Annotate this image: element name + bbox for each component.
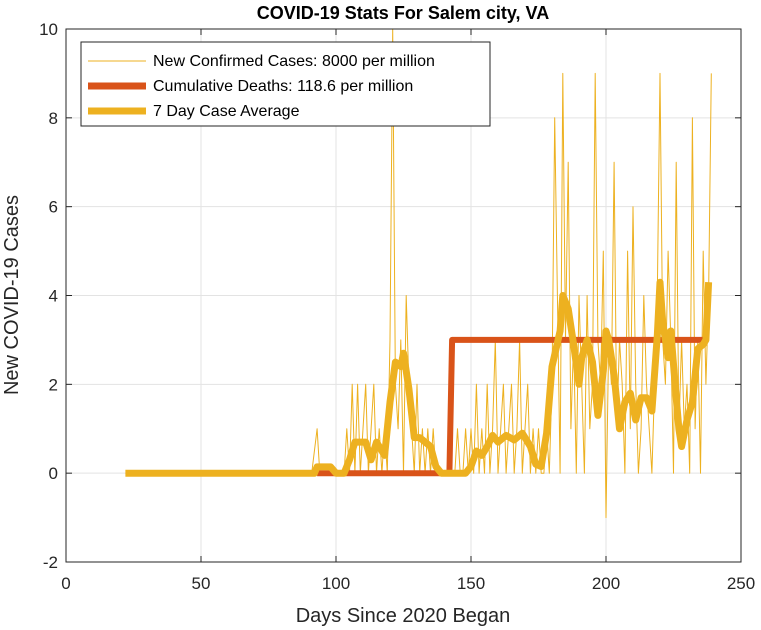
y-tick-label: 10 xyxy=(39,20,58,39)
series-line-average xyxy=(125,278,713,477)
y-axis-label: New COVID-19 Cases xyxy=(1,195,23,395)
x-tick-label: 250 xyxy=(727,574,755,593)
y-tick-label: 0 xyxy=(49,464,58,483)
legend-label-new-cases: New Confirmed Cases: 8000 per million xyxy=(153,53,435,70)
series-line-new-cases xyxy=(125,28,712,519)
y-tick-label: -2 xyxy=(43,553,58,572)
x-tick-label: 200 xyxy=(592,574,620,593)
y-tick-label: 4 xyxy=(49,287,58,306)
legend-label-deaths: Cumulative Deaths: 118.6 per million xyxy=(153,78,413,95)
series-line-deaths xyxy=(317,336,704,477)
y-tick-label: 8 xyxy=(49,109,58,128)
series-layer xyxy=(125,28,713,519)
chart-title: COVID-19 Stats For Salem city, VA xyxy=(257,3,549,23)
x-tick-label: 150 xyxy=(457,574,485,593)
legend: New Confirmed Cases: 8000 per million Cu… xyxy=(80,41,491,127)
y-tick-label: 2 xyxy=(49,375,58,394)
x-tick-label: 50 xyxy=(192,574,211,593)
legend-label-average: 7 Day Case Average xyxy=(153,103,300,120)
x-tick-label: 0 xyxy=(61,574,70,593)
x-tick-label: 100 xyxy=(322,574,350,593)
legend-box xyxy=(80,41,491,127)
x-axis-label: Days Since 2020 Began xyxy=(296,605,511,627)
y-tick-label: 6 xyxy=(49,198,58,217)
